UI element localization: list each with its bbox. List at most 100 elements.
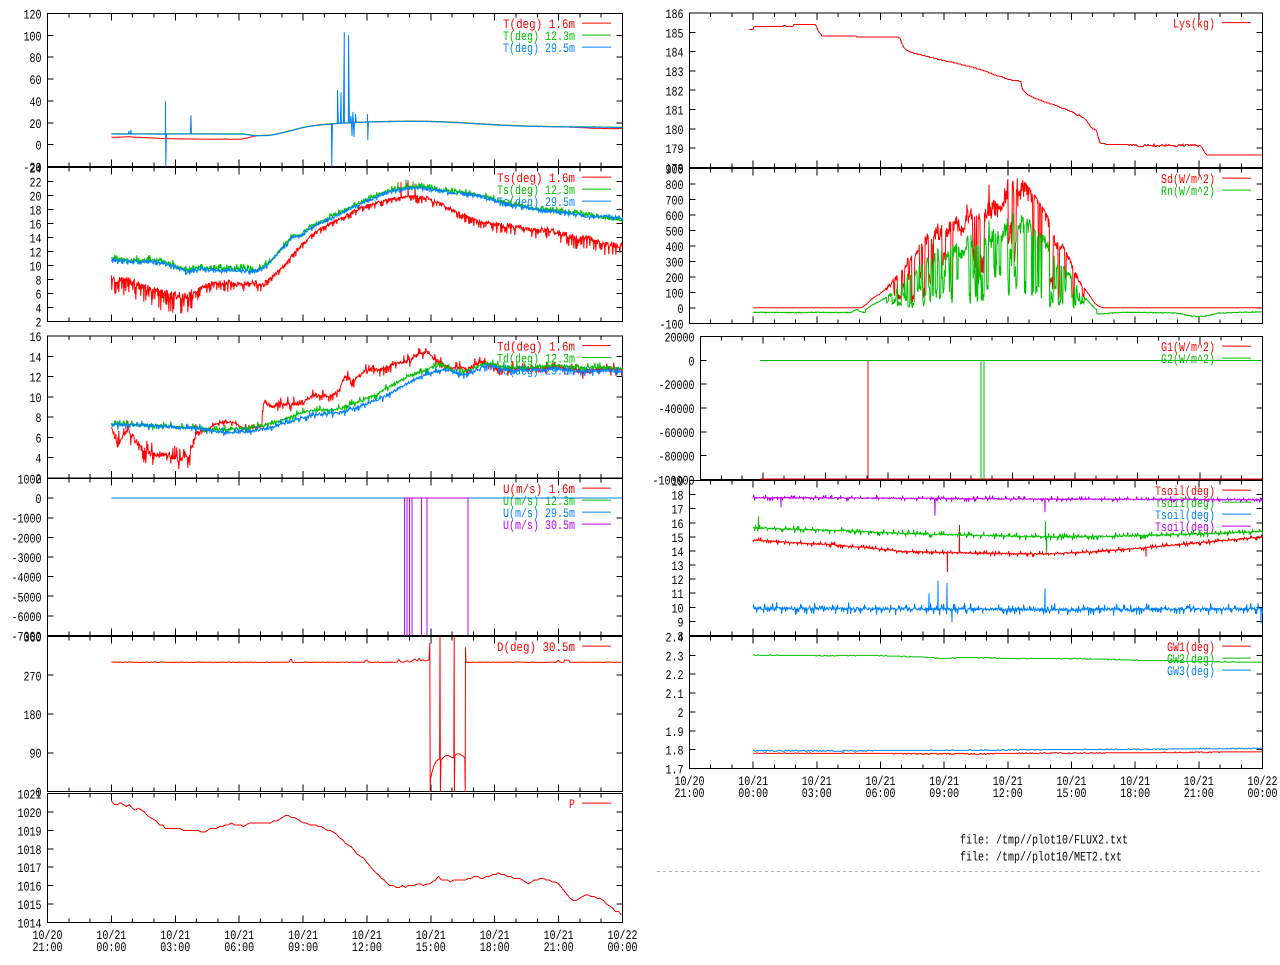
svg-text:Ts(deg) 1.6m: Ts(deg) 1.6m [497, 171, 575, 186]
svg-text:00:00: 00:00 [1248, 786, 1278, 801]
svg-text:6: 6 [36, 431, 42, 446]
svg-text:G1(W/m^2): G1(W/m^2) [1161, 340, 1215, 355]
svg-text:600: 600 [666, 209, 684, 224]
svg-text:18:00: 18:00 [1120, 786, 1150, 801]
svg-text:-20000: -20000 [659, 378, 695, 393]
svg-text:8: 8 [678, 630, 684, 645]
svg-text:19: 19 [672, 475, 684, 490]
svg-text:800: 800 [666, 178, 684, 193]
svg-text:T(deg) 1.6m: T(deg) 1.6m [503, 17, 575, 32]
svg-text:10/22: 10/22 [1248, 774, 1278, 789]
svg-text:1019: 1019 [18, 824, 42, 839]
svg-text:9: 9 [678, 615, 684, 630]
svg-text:15:00: 15:00 [1057, 786, 1087, 801]
svg-text:12: 12 [30, 371, 42, 386]
svg-text:2: 2 [36, 472, 42, 487]
svg-text:16: 16 [30, 218, 42, 233]
svg-text:40: 40 [30, 95, 42, 110]
svg-text:8: 8 [36, 411, 42, 426]
svg-text:0: 0 [36, 786, 42, 801]
svg-text:20: 20 [30, 117, 42, 132]
svg-text:Rn(W/m^2): Rn(W/m^2) [1161, 184, 1215, 199]
svg-text:Sd(W/m^2): Sd(W/m^2) [1161, 172, 1215, 187]
svg-text:10/21: 10/21 [802, 774, 832, 789]
svg-text:G2(W/m^2): G2(W/m^2) [1161, 352, 1215, 367]
svg-text:GW1(deg): GW1(deg) [1167, 640, 1215, 655]
svg-text:1021: 1021 [18, 788, 42, 803]
svg-text:360: 360 [24, 631, 42, 646]
svg-text:Tsoil(deg): Tsoil(deg) [1155, 484, 1215, 499]
svg-text:10/21: 10/21 [738, 774, 768, 789]
svg-text:10/21: 10/21 [288, 928, 318, 943]
svg-text:T(deg) 12.3m: T(deg) 12.3m [503, 29, 575, 44]
svg-text:-7000: -7000 [12, 630, 42, 645]
svg-text:2.2: 2.2 [666, 668, 684, 683]
svg-text:file: /tmp//plot10/FLUX2.txt: file: /tmp//plot10/FLUX2.txt [960, 833, 1128, 848]
svg-text:180: 180 [666, 123, 684, 138]
svg-text:1018: 1018 [18, 843, 42, 858]
svg-text:03:00: 03:00 [802, 786, 832, 801]
svg-text:10/21: 10/21 [1120, 774, 1150, 789]
svg-text:20: 20 [30, 190, 42, 205]
svg-text:1015: 1015 [18, 898, 42, 913]
svg-text:Tsoil(deg): Tsoil(deg) [1155, 508, 1215, 523]
svg-text:14: 14 [30, 232, 42, 247]
svg-text:-100: -100 [660, 318, 684, 333]
svg-text:24: 24 [30, 162, 42, 177]
svg-text:400: 400 [666, 240, 684, 255]
svg-text:1017: 1017 [18, 861, 42, 876]
svg-text:U(m/s) 29.5m: U(m/s) 29.5m [503, 506, 575, 521]
svg-text:0: 0 [689, 354, 695, 369]
svg-text:-6000: -6000 [12, 610, 42, 625]
svg-text:06:00: 06:00 [224, 940, 254, 955]
svg-text:-4000: -4000 [12, 571, 42, 586]
svg-text:21:00: 21:00 [675, 786, 705, 801]
svg-text:-80000: -80000 [659, 450, 695, 465]
svg-text:2: 2 [36, 316, 42, 331]
svg-text:11: 11 [672, 587, 684, 602]
svg-text:1016: 1016 [18, 880, 42, 895]
svg-text:1.7: 1.7 [666, 763, 684, 778]
svg-text:185: 185 [666, 26, 684, 41]
svg-text:2: 2 [678, 706, 684, 721]
svg-text:178: 178 [666, 162, 684, 177]
svg-text:4: 4 [36, 452, 42, 467]
svg-text:300: 300 [666, 256, 684, 271]
svg-text:186: 186 [666, 7, 684, 22]
svg-text:2.3: 2.3 [666, 649, 684, 664]
svg-text:-20: -20 [24, 161, 42, 176]
svg-text:100: 100 [666, 287, 684, 302]
svg-text:8: 8 [36, 274, 42, 289]
svg-text:21:00: 21:00 [544, 940, 574, 955]
svg-text:Ts(deg) 12.3m: Ts(deg) 12.3m [497, 183, 575, 198]
svg-text:700: 700 [666, 194, 684, 209]
svg-text:0: 0 [36, 139, 42, 154]
svg-text:10/21: 10/21 [224, 928, 254, 943]
svg-text:14: 14 [30, 350, 42, 365]
svg-text:18: 18 [30, 204, 42, 219]
svg-text:10/21: 10/21 [929, 774, 959, 789]
svg-text:D(deg) 30.5m: D(deg) 30.5m [497, 640, 575, 655]
svg-text:21:00: 21:00 [33, 940, 63, 955]
svg-text:10/21: 10/21 [96, 928, 126, 943]
svg-text:10/21: 10/21 [416, 928, 446, 943]
svg-text:200: 200 [666, 271, 684, 286]
svg-text:00:00: 00:00 [96, 940, 126, 955]
svg-text:6: 6 [36, 288, 42, 303]
svg-text:file: /tmp//plot10/MET2.txt: file: /tmp//plot10/MET2.txt [960, 850, 1122, 865]
svg-text:180: 180 [24, 708, 42, 723]
svg-text:900: 900 [666, 163, 684, 178]
svg-text:17: 17 [672, 503, 684, 518]
svg-text:09:00: 09:00 [929, 786, 959, 801]
svg-text:15: 15 [672, 531, 684, 546]
svg-text:21:00: 21:00 [1184, 786, 1214, 801]
svg-text:00:00: 00:00 [738, 786, 768, 801]
svg-text:1020: 1020 [18, 806, 42, 821]
svg-text:09:00: 09:00 [288, 940, 318, 955]
svg-text:181: 181 [666, 104, 684, 119]
svg-text:GW3(deg): GW3(deg) [1167, 664, 1215, 679]
svg-text:500: 500 [666, 225, 684, 240]
svg-text:00:00: 00:00 [608, 940, 638, 955]
svg-text:13: 13 [672, 559, 684, 574]
svg-text:10/21: 10/21 [866, 774, 896, 789]
